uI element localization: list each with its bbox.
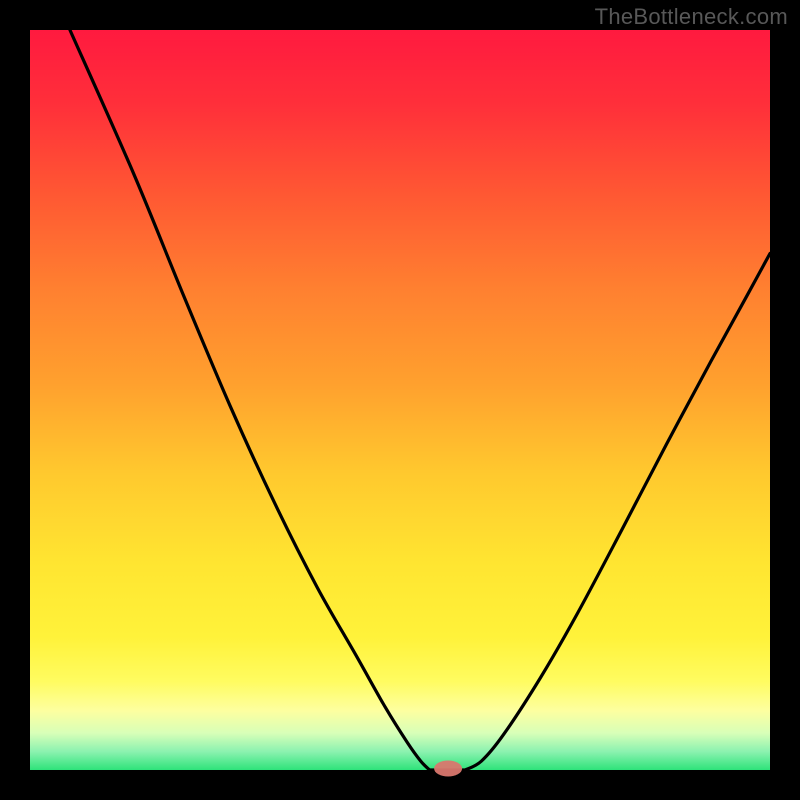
watermark-text: TheBottleneck.com <box>595 4 788 30</box>
bottleneck-chart <box>0 0 800 800</box>
optimal-marker <box>434 761 462 777</box>
plot-gradient-bg <box>30 30 770 770</box>
